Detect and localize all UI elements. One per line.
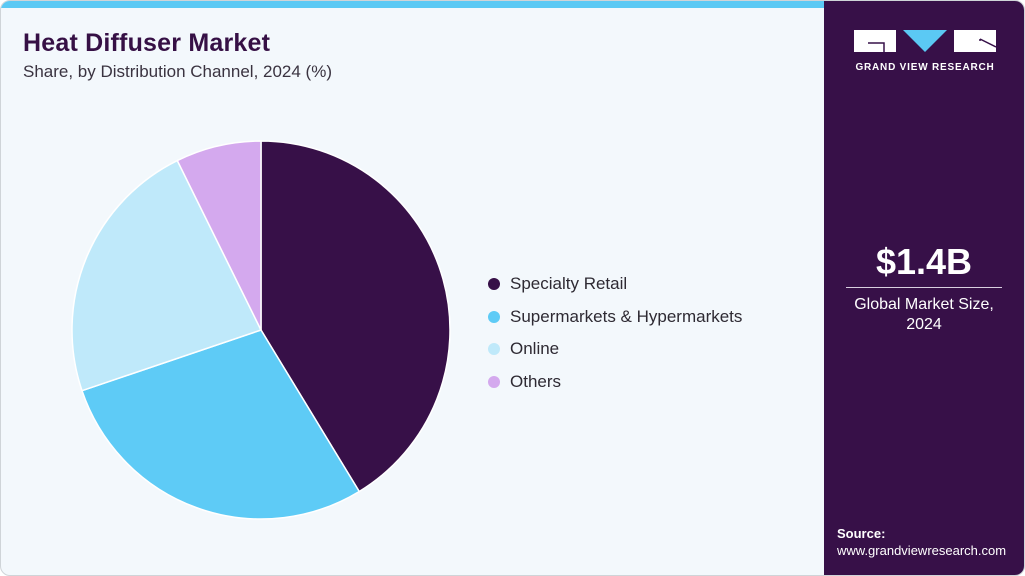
source-link[interactable]: www.grandviewresearch.com xyxy=(837,543,1007,558)
sidebar-panel: GRAND VIEW RESEARCH $1.4B Global Market … xyxy=(824,1,1024,575)
market-size-label-line2: 2024 xyxy=(906,316,942,333)
legend-item-supermarkets: Supermarkets & Hypermarkets xyxy=(488,301,742,334)
legend-dot-icon xyxy=(488,343,500,356)
pie-slice-specialty-retail xyxy=(260,140,451,493)
market-size-label-line1: Global Market Size, xyxy=(854,296,994,313)
gvr-logo-icon xyxy=(854,30,997,52)
legend-dot-icon xyxy=(488,310,500,323)
chart-legend: Specialty Retail Supermarkets & Hypermar… xyxy=(488,268,742,398)
pie-slice-others xyxy=(176,140,262,331)
logo-text: GRAND VIEW RESEARCH xyxy=(855,62,995,73)
legend-item-others: Others xyxy=(488,366,742,399)
legend-label: Specialty Retail xyxy=(510,274,628,294)
legend-label: Online xyxy=(510,339,560,359)
source-title: Source: xyxy=(837,526,886,541)
market-size-label: Global Market Size, 2024 xyxy=(824,295,1024,335)
legend-dot-icon xyxy=(488,278,500,291)
chart-title: Heat Diffuser Market xyxy=(23,29,271,57)
market-size-value: $1.4B xyxy=(875,241,973,282)
pie-slice-online xyxy=(71,159,263,392)
legend-label: Supermarkets & Hypermarkets xyxy=(510,306,743,326)
legend-dot-icon xyxy=(488,376,500,389)
legend-item-specialty-retail: Specialty Retail xyxy=(488,268,742,301)
pie-chart xyxy=(71,140,451,520)
pie-slice-supermarkets-hypermarkets xyxy=(81,329,361,520)
accent-top-bar xyxy=(1,1,824,8)
chart-subtitle: Share, by Distribution Channel, 2024 (%) xyxy=(23,62,332,81)
legend-item-online: Online xyxy=(488,333,742,366)
grand-view-research-logo: GRAND VIEW RESEARCH xyxy=(854,28,997,73)
divider xyxy=(846,287,1002,288)
legend-label: Others xyxy=(510,372,562,392)
